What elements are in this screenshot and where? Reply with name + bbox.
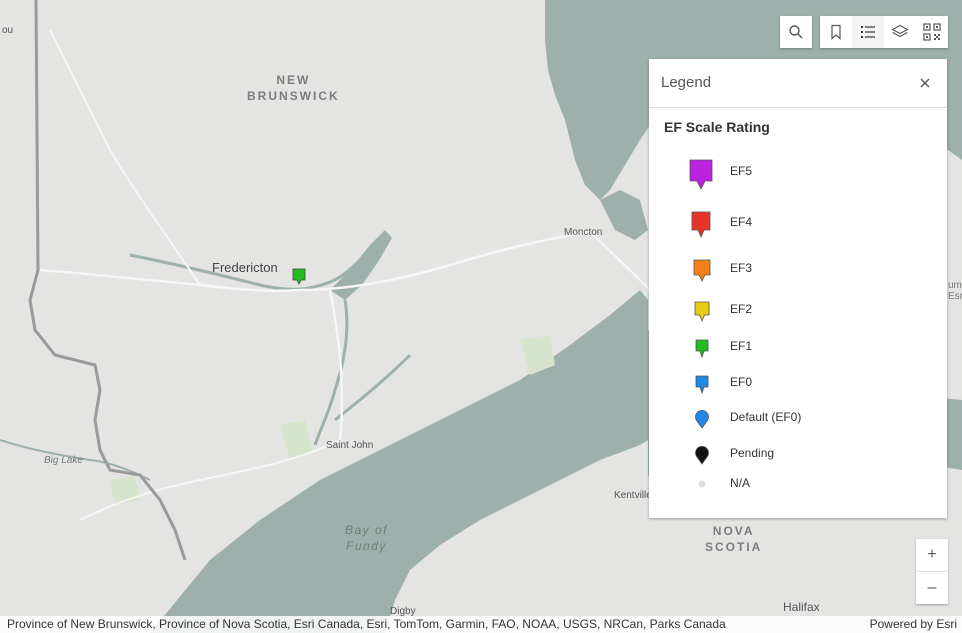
zoom-out-button[interactable]: – [916, 572, 948, 604]
label-edge-right: um Esr [948, 280, 962, 302]
zoom-controls: + – [916, 539, 948, 604]
highway-road [49, 29, 201, 286]
label-new-brunswick: NEW BRUNSWICK [247, 73, 340, 103]
square-pin-icon [689, 159, 713, 190]
bookmarks-button[interactable] [820, 16, 852, 48]
powered-by-esri[interactable]: Powered by Esri [869, 617, 957, 631]
legend-label: Pending [730, 446, 775, 460]
legend-label: EF0 [730, 375, 753, 389]
label-big-lake: Big Lake [44, 455, 83, 466]
square-pin-icon [694, 301, 710, 323]
legend-title: Legend [661, 74, 712, 91]
legend-label: EF1 [730, 339, 753, 353]
search-toolbar [780, 16, 812, 48]
river-west-water [0, 439, 151, 481]
qr-code-icon [923, 23, 941, 41]
saint-john-river [129, 253, 367, 291]
label-nova-scotia: NOVA SCOTIA [705, 524, 763, 554]
legend-label: EF5 [730, 164, 753, 178]
zoom-in-button[interactable]: + [916, 539, 948, 572]
zoom-in-icon: + [927, 546, 937, 563]
legend-label: EF2 [730, 302, 753, 316]
legend-label: EF3 [730, 261, 753, 275]
legend-close-button[interactable] [913, 71, 937, 95]
round-pin-icon [695, 409, 709, 429]
zoom-out-icon: – [927, 579, 937, 596]
park-area [520, 335, 555, 375]
highway-road [39, 230, 591, 293]
bay-of-fundy-water [150, 290, 648, 633]
legend-label: EF4 [730, 215, 753, 229]
legend-list-icon [861, 26, 875, 38]
northern-bay-water [545, 0, 962, 200]
label-fredericton: Fredericton [212, 260, 278, 275]
close-icon [920, 78, 930, 88]
square-pin-icon [695, 375, 709, 395]
layers-icon [891, 24, 909, 38]
square-pin-icon [693, 259, 711, 282]
widget-toolbar [820, 16, 948, 48]
park-area [280, 420, 312, 460]
grand-lake-water [330, 230, 392, 300]
dot-icon [698, 480, 706, 488]
highway-road [328, 289, 344, 441]
square-pin-icon [695, 339, 709, 359]
label-moncton: Moncton [564, 227, 603, 238]
qr-code-button[interactable] [916, 16, 948, 48]
label-digby: Digby [390, 606, 416, 617]
layers-button[interactable] [884, 16, 916, 48]
label-bay-of-fundy: Bay of Fundy [345, 523, 389, 553]
highway-road [79, 439, 341, 521]
legend-panel: Legend EF Scale Rating EF5 EF4 EF3 EF2 [649, 59, 947, 518]
attribution-text[interactable]: Province of New Brunswick, Province of N… [7, 617, 726, 631]
legend-header: Legend [649, 59, 947, 108]
label-kentville: Kentville [614, 490, 652, 501]
legend-label: N/A [730, 476, 751, 490]
bookmark-icon [831, 24, 841, 40]
label-edge-left: ou [2, 25, 14, 36]
river-south-water [313, 299, 349, 446]
legend-button[interactable] [852, 16, 884, 48]
search-button[interactable] [780, 16, 812, 48]
attribution-bar[interactable]: Province of New Brunswick, Province of N… [0, 616, 962, 633]
label-saint-john: Saint John [326, 440, 374, 451]
search-icon [789, 25, 803, 39]
square-pin-icon [292, 268, 306, 285]
label-halifax: Halifax [783, 600, 820, 614]
international-border [28, 0, 187, 561]
northern-inlet-water [600, 190, 648, 240]
round-pin-icon [695, 445, 709, 465]
legend-layer-title: EF Scale Rating [664, 119, 770, 135]
legend-label: Default (EF0) [730, 410, 802, 424]
tornado-marker-ef1[interactable] [292, 268, 306, 291]
square-pin-icon [691, 211, 711, 239]
